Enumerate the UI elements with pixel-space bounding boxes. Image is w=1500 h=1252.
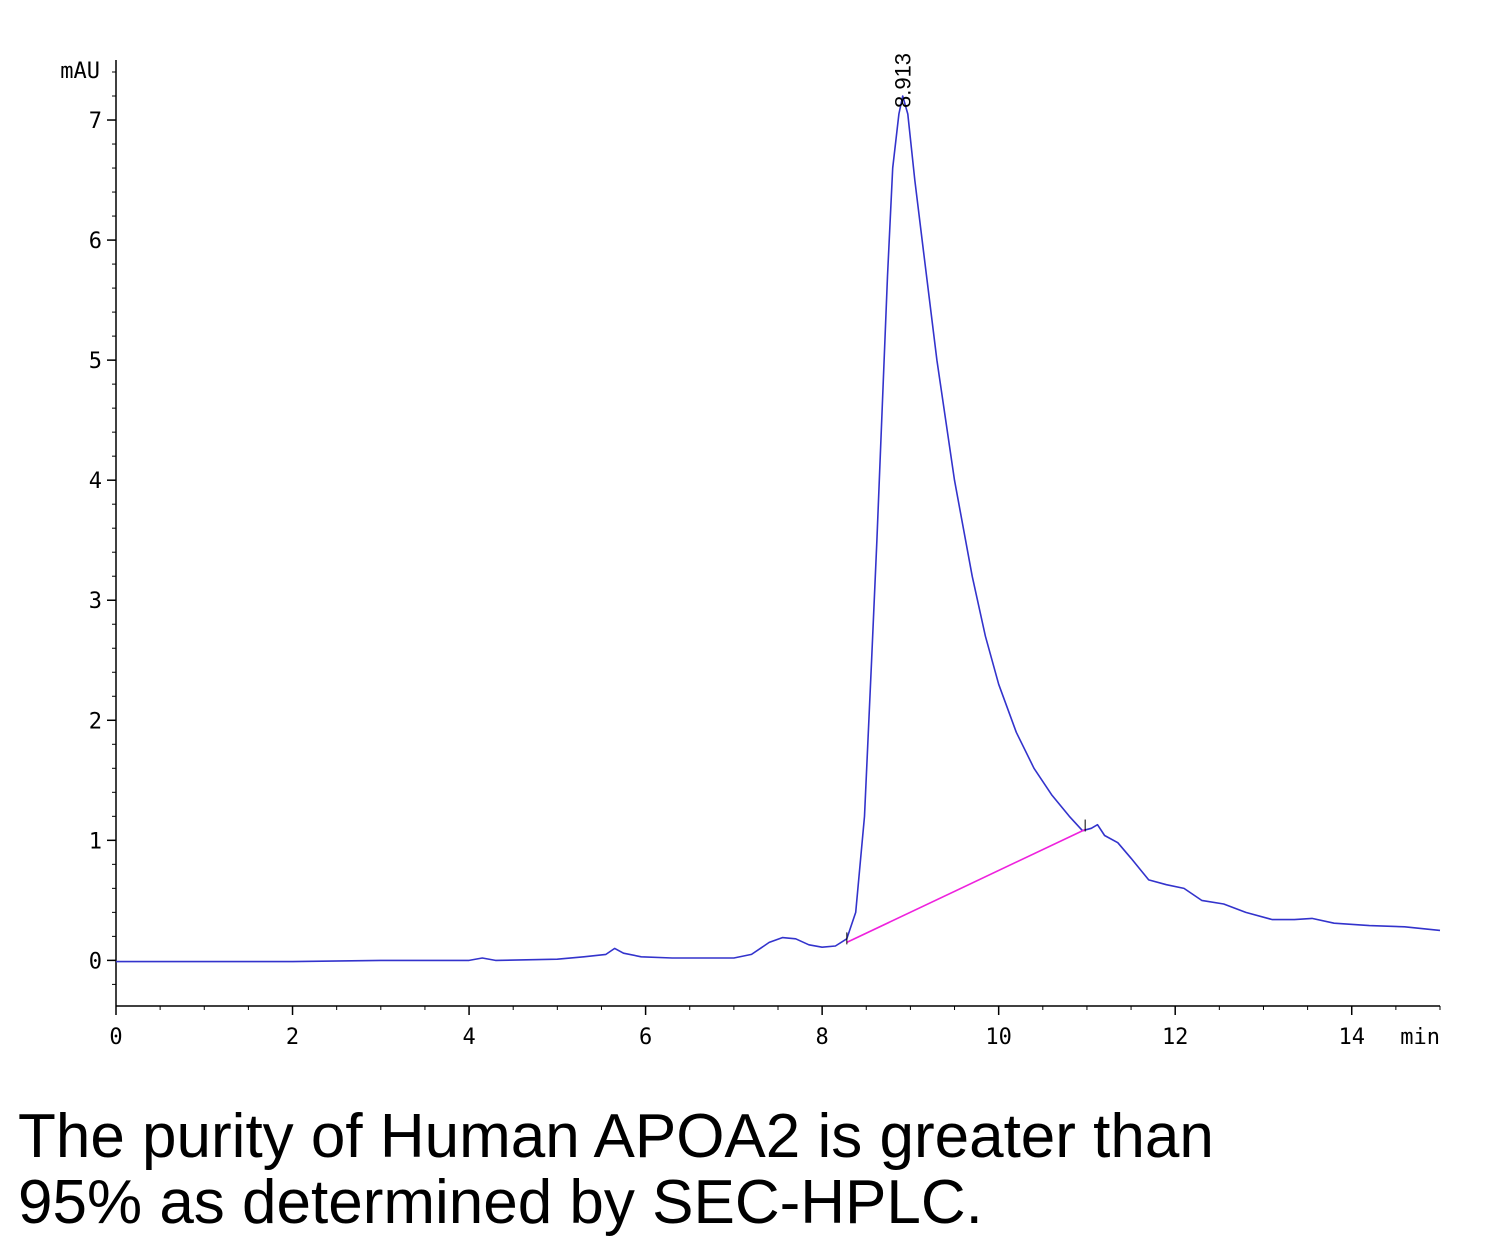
y-tick-label: 2 (89, 709, 102, 734)
y-tick-label: 1 (89, 829, 102, 854)
signal-trace (116, 95, 1441, 963)
y-tick-label: 0 (89, 949, 102, 974)
y-tick-label: 4 (89, 469, 102, 494)
y-tick-label: 3 (89, 589, 102, 614)
purity-caption: The purity of Human APOA2 is greater tha… (18, 1104, 1478, 1236)
peak-retention-label: 8.913 (891, 53, 916, 108)
y-tick-label: 7 (89, 109, 102, 134)
y-tick-label: 5 (89, 349, 102, 374)
x-tick-label: 8 (816, 1025, 829, 1050)
x-tick-label: 6 (639, 1025, 652, 1050)
y-tick-label: 6 (89, 229, 102, 254)
caption-line-1: The purity of Human APOA2 is greater tha… (18, 1102, 1214, 1171)
caption-line-2: 95% as determined by SEC-HPLC. (18, 1168, 983, 1237)
x-tick-label: 2 (286, 1025, 299, 1050)
x-axis-unit-label: min (1400, 1025, 1440, 1050)
x-tick-label: 12 (1162, 1025, 1189, 1050)
x-tick-label: 4 (462, 1025, 475, 1050)
y-axis-unit-label: mAU (60, 59, 100, 84)
baseline-segment (846, 828, 1086, 944)
x-tick-label: 10 (985, 1025, 1012, 1050)
x-axis: 0 2 4 6 8 10 12 14 (109, 1005, 1441, 1050)
series-layer (116, 95, 1441, 963)
x-tick-label: 14 (1338, 1025, 1365, 1050)
y-axis: 0 1 2 3 4 5 6 7 (89, 60, 117, 1006)
x-tick-label: 0 (109, 1025, 122, 1050)
